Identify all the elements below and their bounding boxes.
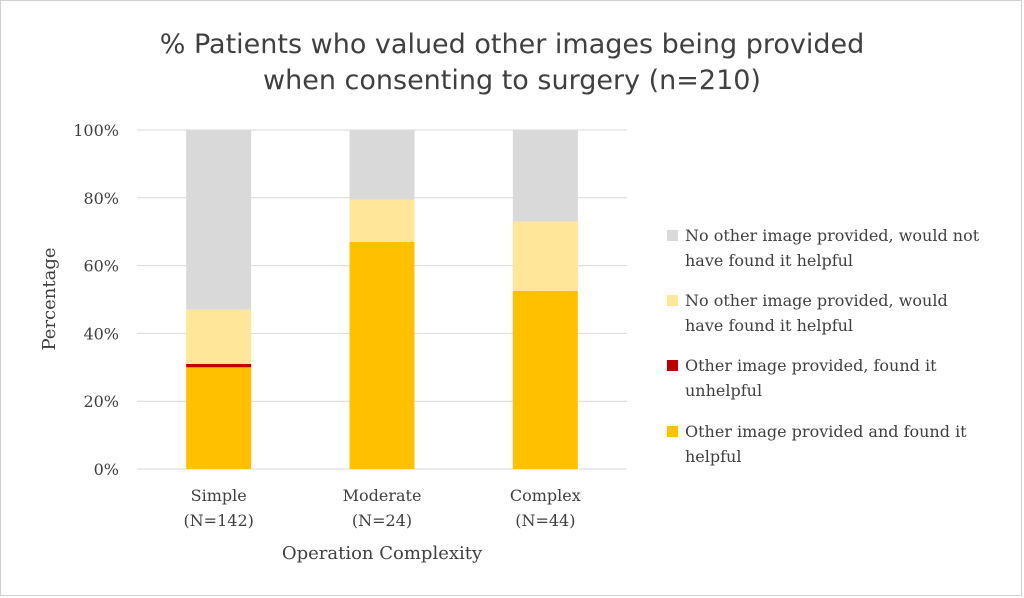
bar-segment [512, 291, 578, 469]
legend-label: No other image provided, would [685, 291, 948, 310]
bar-segment [186, 130, 252, 310]
axis-titles: Operation Complexity Percentage [39, 247, 483, 564]
legend-label: have found it helpful [685, 316, 853, 335]
legend-label: unhelpful [685, 381, 762, 400]
bar-segment [512, 130, 578, 222]
legend: No other image provided, would not have f… [667, 226, 980, 466]
bar-segment [186, 363, 252, 368]
legend-label: Other image provided and found it [685, 422, 967, 441]
bar-segment [512, 221, 578, 292]
legend-label: have found it helpful [685, 251, 853, 270]
y-tick-label: 60% [83, 257, 119, 276]
x-category-n-label: (N=142) [183, 511, 253, 530]
x-category-label: Complex [510, 486, 581, 505]
bar-segment [349, 241, 415, 469]
y-tick-label: 100% [73, 121, 119, 140]
chart-title: % Patients who valued other images being… [160, 29, 865, 96]
legend-label: Other image provided, found it [685, 356, 937, 375]
x-category-n-label: (N=44) [515, 511, 575, 530]
legend-swatch [667, 295, 678, 306]
legend-label: helpful [685, 447, 741, 466]
bar-segment [186, 367, 252, 469]
bar-segment [349, 199, 415, 242]
y-tick-label: 20% [83, 392, 119, 411]
chart-title-line: % Patients who valued other images being… [160, 29, 865, 60]
y-tick-label: 40% [83, 324, 119, 343]
x-category-n-label: (N=24) [352, 511, 412, 530]
legend-swatch [667, 426, 678, 437]
legend-swatch [667, 230, 678, 241]
x-axis-categories: Simple (N=142) Moderate (N=24) Complex (N=44) [183, 486, 580, 530]
y-axis-title: Percentage [39, 247, 60, 350]
x-axis-title: Operation Complexity [282, 543, 483, 564]
x-category-label: Moderate [343, 486, 422, 505]
legend-swatch [667, 360, 678, 371]
bar-segment [186, 309, 252, 364]
bars [186, 130, 578, 469]
legend-label: No other image provided, would not [685, 226, 980, 245]
y-axis-ticks: 0% 20% 40% 60% 80% 100% [73, 121, 119, 479]
chart-title-line: when consenting to surgery (n=210) [263, 65, 761, 96]
x-category-label: Simple [191, 486, 247, 505]
y-tick-label: 80% [83, 189, 119, 208]
bar-segment [349, 130, 415, 200]
y-tick-label: 0% [94, 460, 119, 479]
